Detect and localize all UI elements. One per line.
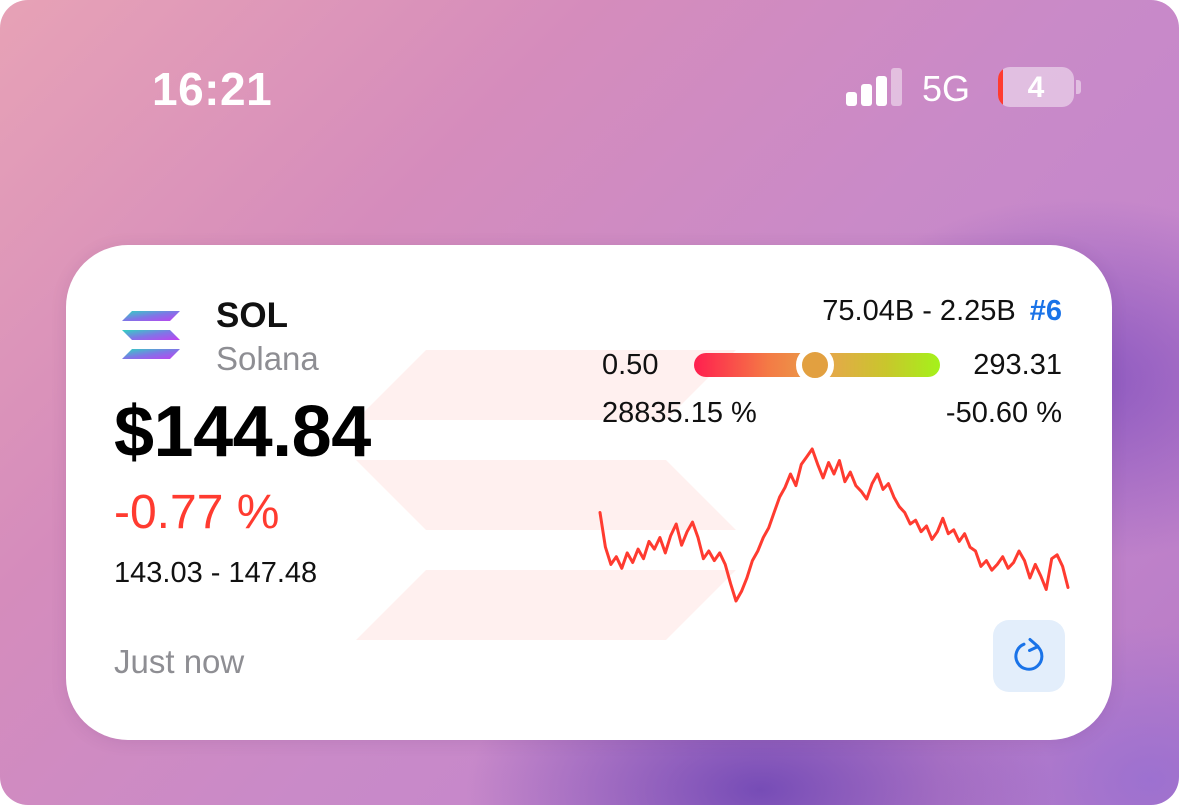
all-time-range-bar xyxy=(694,346,940,384)
solana-watermark-icon xyxy=(356,350,736,640)
battery-fill xyxy=(998,67,1003,107)
day-range: 143.03 - 147.48 xyxy=(114,557,318,589)
price-sparkline-chart xyxy=(598,447,1070,603)
signal-bar xyxy=(891,68,902,106)
percent-from-high: -50.60 % xyxy=(945,397,1062,429)
battery-icon: 4 xyxy=(998,67,1074,107)
range-position-marker xyxy=(795,346,834,384)
coin-name: Solana xyxy=(216,340,319,377)
all-time-high: 293.31 xyxy=(973,349,1062,381)
crypto-widget[interactable]: SOL Solana $144.84 -0.77 % 143.03 - 147.… xyxy=(66,245,1112,740)
solana-logo-icon xyxy=(122,311,180,359)
signal-bar xyxy=(846,92,857,106)
price-change-percent: -0.77 % xyxy=(114,486,280,539)
market-rank: #6 xyxy=(1029,295,1062,327)
cellular-signal-icon xyxy=(846,68,906,106)
market-cap-values: 75.04B - 2.25B xyxy=(822,295,1016,327)
battery-cap xyxy=(1076,80,1081,94)
last-updated: Just now xyxy=(114,643,245,680)
all-time-low: 0.50 xyxy=(602,349,659,381)
signal-bar xyxy=(861,84,872,106)
network-type: 5G xyxy=(922,68,971,109)
refresh-button[interactable] xyxy=(993,620,1065,692)
signal-bar xyxy=(876,76,887,106)
coin-symbol: SOL xyxy=(216,296,288,335)
percent-from-low: 28835.15 % xyxy=(602,397,757,429)
battery-level: 4 xyxy=(1027,71,1045,104)
refresh-icon xyxy=(1014,638,1044,671)
sparkline-series-line xyxy=(598,447,1070,603)
current-price: $144.84 xyxy=(114,392,371,472)
status-time: 16:21 xyxy=(152,63,273,115)
market-caps: 75.04B - 2.25B #6 xyxy=(822,295,1062,328)
